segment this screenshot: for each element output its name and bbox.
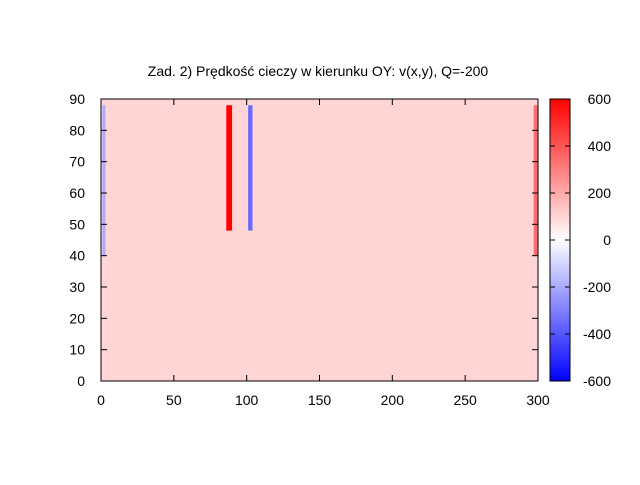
colorbar-tick-label: 600 — [588, 91, 612, 107]
colorbar-tick-label: 0 — [603, 232, 611, 248]
y-tick-label: 40 — [69, 248, 85, 264]
x-axis: 0 50 100 150 200 250 300 — [97, 99, 550, 408]
y-tick-label: 60 — [69, 185, 85, 201]
y-tick-label: 20 — [69, 310, 85, 326]
colorbar-tick-label: -600 — [583, 373, 611, 389]
colorbar-tick-label: -400 — [583, 326, 611, 342]
x-tick-label: 50 — [166, 392, 182, 408]
chart-title: Zad. 2) Prędkość cieczy w kierunku OY: v… — [148, 63, 489, 79]
colorbar-ticks: -600 -400 -200 0 200 400 600 — [550, 91, 611, 389]
x-tick-label: 300 — [526, 392, 550, 408]
y-tick-label: 0 — [77, 373, 85, 389]
heatmap-cell-1 — [248, 105, 253, 231]
x-tick-label: 100 — [235, 392, 259, 408]
heatmap-cell-3 — [533, 105, 538, 256]
x-tick-label: 250 — [453, 392, 477, 408]
y-tick-label: 70 — [69, 154, 85, 170]
colorbar-tick-label: 200 — [588, 185, 612, 201]
y-tick-label: 50 — [69, 216, 85, 232]
colorbar-tick-label: -200 — [583, 279, 611, 295]
y-tick-label: 90 — [69, 91, 85, 107]
colorbar-tick-label: 400 — [588, 138, 612, 154]
heatmap-cell-2 — [102, 105, 106, 256]
heatmap-cell-0 — [226, 105, 233, 231]
y-tick-label: 30 — [69, 279, 85, 295]
x-tick-label: 0 — [97, 392, 105, 408]
y-tick-label: 80 — [69, 122, 85, 138]
heatmap-background — [101, 99, 538, 381]
y-axis: 0 10 20 30 40 50 60 70 80 90 — [69, 91, 538, 389]
x-tick-label: 150 — [308, 392, 332, 408]
x-tick-label: 200 — [381, 392, 405, 408]
colorbar: -600 -400 -200 0 200 400 600 — [549, 91, 611, 389]
plot-area — [100, 98, 539, 382]
y-tick-label: 10 — [69, 342, 85, 358]
